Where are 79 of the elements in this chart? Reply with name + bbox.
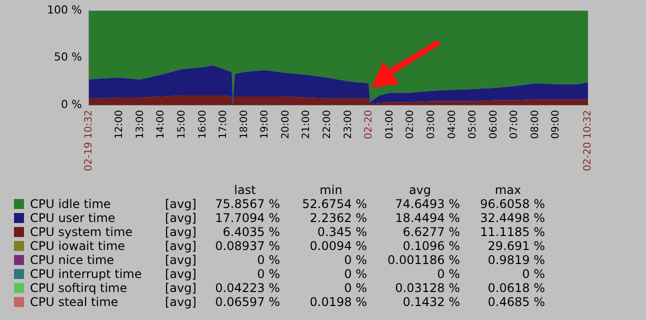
text: 0 % xyxy=(344,253,367,267)
text: 0.9819 % xyxy=(488,253,545,267)
text: 0 % xyxy=(522,267,545,281)
text: 6.6277 % xyxy=(402,225,460,239)
text: 0 % xyxy=(344,267,367,281)
x-tick-label: 01:00 xyxy=(384,110,396,139)
text: 52.6754 % xyxy=(302,197,367,211)
y-tick-label: 100 % xyxy=(47,3,82,16)
x-tick-label: 23:00 xyxy=(342,110,354,139)
text: [avg] xyxy=(165,281,196,295)
text: 0 % xyxy=(257,253,280,267)
text: 0.08937 % xyxy=(215,239,280,253)
text: 17.7094 % xyxy=(215,211,280,225)
x-tick-label: 17:00 xyxy=(218,110,230,139)
x-tick-label: 04:00 xyxy=(446,110,458,139)
y-tick-label: 0 % xyxy=(61,98,82,111)
text: [avg] xyxy=(165,211,196,225)
x-tick-label: 14:00 xyxy=(156,110,167,139)
text: 0.4685 % xyxy=(488,295,545,309)
text: [avg] xyxy=(165,253,196,267)
legend-label: CPU user time xyxy=(30,211,116,225)
text: [avg] xyxy=(165,225,196,239)
legend-label: CPU interrupt time xyxy=(30,267,142,281)
x-tick-label: 02-20 10:32 xyxy=(582,110,594,172)
text: [avg] xyxy=(165,239,196,253)
x-tick-label: 06:00 xyxy=(488,110,500,139)
x-tick-label: 20:00 xyxy=(280,110,292,139)
x-tick-label: 08:00 xyxy=(530,110,541,139)
text: 0.06597 % xyxy=(215,295,280,309)
text: min xyxy=(318,183,344,197)
x-tick-label: 13:00 xyxy=(134,110,146,139)
legend-label: CPU steal time xyxy=(30,295,118,309)
text: 0.345 % xyxy=(317,225,367,239)
x-tick-label: 02-19 10:32 xyxy=(84,110,95,172)
text: 0.0094 % xyxy=(310,239,367,253)
x-tick-label: 02:00 xyxy=(405,110,416,139)
legend-label: CPU iowait time xyxy=(30,239,126,253)
legend-label: CPU softirq time xyxy=(30,281,128,295)
text: 11.1185 % xyxy=(480,225,545,239)
x-tick-label: 09:00 xyxy=(550,110,562,139)
text: 0.0198 % xyxy=(310,295,367,309)
text: max xyxy=(494,183,522,197)
text: 0 % xyxy=(344,281,367,295)
x-tick-label: 18:00 xyxy=(238,110,250,139)
text: last xyxy=(233,183,257,197)
x-tick-label: 12:00 xyxy=(114,110,126,139)
text: 0.0618 % xyxy=(488,281,545,295)
x-tick-label: 22:00 xyxy=(322,110,334,139)
x-tick-label: 03:00 xyxy=(426,110,437,139)
x-tick-label: 21:00 xyxy=(301,110,312,139)
legend-label: CPU system time xyxy=(30,225,133,239)
text: 0.1432 % xyxy=(402,295,460,309)
x-tick-label: 02-20 xyxy=(364,110,375,140)
text: [avg] xyxy=(165,197,196,211)
legend-label: CPU idle time xyxy=(30,197,111,211)
text: 18.4494 % xyxy=(394,211,460,225)
x-tick-label: 07:00 xyxy=(509,110,520,139)
legend-label: CPU nice time xyxy=(30,253,114,267)
text: 0.03128 % xyxy=(394,281,460,295)
text: 75.8567 % xyxy=(215,197,280,211)
text: 32.4498 % xyxy=(480,211,545,225)
text: avg xyxy=(408,183,432,197)
text: 0 % xyxy=(436,267,460,281)
x-tick-label: 05:00 xyxy=(468,110,479,139)
y-tick-label: 50 % xyxy=(54,50,82,64)
x-tick-label: 15:00 xyxy=(176,110,188,139)
text: 96.6058 % xyxy=(480,197,545,211)
text: 74.6493 % xyxy=(394,197,460,211)
text: 0.001186 % xyxy=(386,253,460,267)
text: 0 % xyxy=(257,267,280,281)
text: 29.691 % xyxy=(488,239,545,253)
x-tick-label: 19:00 xyxy=(260,110,271,139)
text: 0.1096 % xyxy=(402,239,460,253)
text: [avg] xyxy=(165,267,196,281)
text: 0.04223 % xyxy=(215,281,280,295)
text: 6.4035 % xyxy=(222,225,280,239)
text: [avg] xyxy=(165,295,196,309)
text: 2.2362 % xyxy=(310,211,367,225)
x-tick-label: 16:00 xyxy=(197,110,208,139)
